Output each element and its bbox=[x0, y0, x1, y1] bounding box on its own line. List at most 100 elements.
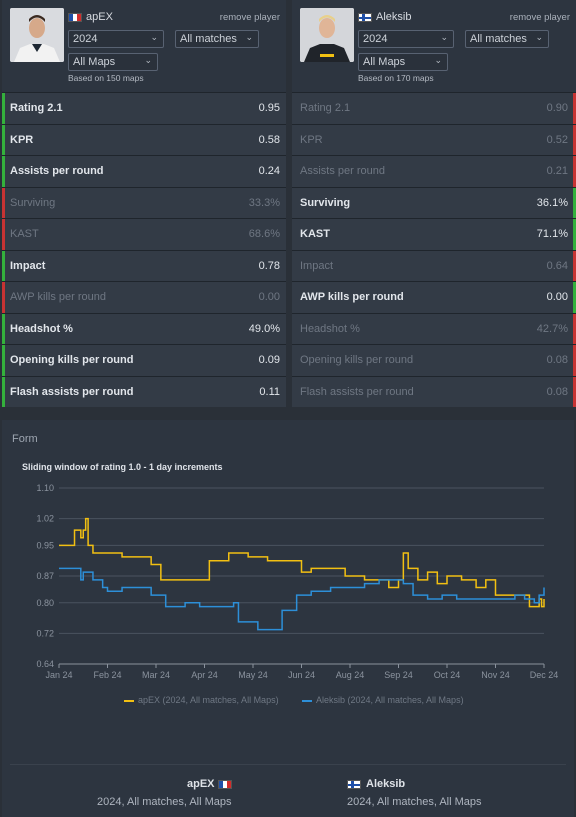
stat-label: Impact bbox=[300, 259, 334, 272]
player-name: Aleksib bbox=[376, 11, 412, 23]
stat-row: Opening kills per round 0.08 bbox=[292, 344, 576, 376]
x-tick-label: Mar 24 bbox=[142, 670, 170, 680]
series-line-apex[interactable] bbox=[59, 517, 545, 608]
x-tick-label: Jun 24 bbox=[288, 670, 315, 680]
stat-value: 0.00 bbox=[546, 291, 568, 303]
x-tick-label: Dec 24 bbox=[530, 670, 559, 680]
stat-row: Opening kills per round 0.09 bbox=[2, 344, 286, 376]
maps-select[interactable]: All Maps ⌄ bbox=[358, 53, 448, 71]
stat-label: AWP kills per round bbox=[300, 291, 404, 303]
y-tick-label: 1.02 bbox=[36, 514, 54, 524]
stat-value: 0.52 bbox=[546, 133, 568, 146]
stat-value: 0.58 bbox=[258, 133, 280, 146]
stat-label: Assists per round bbox=[300, 165, 385, 177]
worse-indicator bbox=[573, 313, 576, 344]
worse-indicator bbox=[2, 282, 5, 313]
player-avatar bbox=[300, 8, 354, 62]
stat-label: Rating 2.1 bbox=[300, 102, 351, 114]
chevron-down-icon: ⌄ bbox=[440, 32, 448, 42]
france-flag-icon bbox=[68, 13, 82, 22]
x-tick-label: Feb 24 bbox=[93, 670, 121, 680]
worse-indicator bbox=[573, 376, 576, 407]
worse-indicator bbox=[573, 156, 576, 187]
player-panel-apex: apEX remove player 2024 ⌄ All matches ⌄ Al… bbox=[2, 0, 286, 407]
stat-value: 0.08 bbox=[546, 385, 568, 398]
stat-value: 33.3% bbox=[248, 196, 280, 209]
stat-label: KPR bbox=[300, 133, 323, 146]
better-indicator bbox=[2, 313, 5, 344]
maps-select[interactable]: All Maps ⌄ bbox=[68, 53, 158, 71]
stat-row: Rating 2.1 0.90 bbox=[292, 92, 576, 124]
stat-value: 49.0% bbox=[248, 322, 280, 335]
worse-indicator bbox=[2, 219, 5, 250]
stat-label: Impact bbox=[10, 259, 46, 272]
chevron-down-icon: ⌄ bbox=[245, 32, 253, 42]
form-section: Form Sliding window of rating 1.0 - 1 da… bbox=[2, 420, 574, 817]
stat-row: Headshot % 42.7% bbox=[292, 312, 576, 344]
better-indicator bbox=[2, 93, 5, 124]
maps-count: Based on 170 maps bbox=[358, 73, 434, 83]
y-tick-label: 0.72 bbox=[36, 628, 54, 638]
worse-indicator bbox=[2, 187, 5, 218]
worse-indicator bbox=[573, 250, 576, 281]
matches-select[interactable]: All matches ⌄ bbox=[465, 30, 549, 48]
stat-label: Assists per round bbox=[10, 165, 104, 177]
better-indicator bbox=[2, 345, 5, 376]
stat-row: Impact 0.64 bbox=[292, 249, 576, 281]
stat-row: AWP kills per round 0.00 bbox=[292, 281, 576, 313]
better-indicator bbox=[573, 219, 576, 250]
stat-label: AWP kills per round bbox=[10, 291, 106, 303]
footer-player-name: apEX bbox=[187, 778, 215, 790]
stat-label: Surviving bbox=[300, 196, 351, 209]
stat-label: Opening kills per round bbox=[10, 354, 134, 366]
worse-indicator bbox=[573, 124, 576, 155]
legend-swatch bbox=[124, 699, 134, 702]
stat-value: 68.6% bbox=[248, 228, 280, 240]
stat-label: KPR bbox=[10, 133, 34, 146]
player-photo-icon bbox=[10, 8, 64, 62]
stat-value: 0.11 bbox=[259, 385, 280, 398]
series-line-aleksib[interactable] bbox=[59, 567, 545, 631]
year-select[interactable]: 2024 ⌄ bbox=[68, 30, 164, 48]
better-indicator bbox=[2, 250, 5, 281]
stat-value: 0.64 bbox=[546, 259, 568, 272]
chevron-down-icon: ⌄ bbox=[150, 32, 158, 42]
y-tick-label: 0.64 bbox=[36, 659, 54, 669]
y-tick-label: 0.80 bbox=[36, 598, 54, 608]
stat-row: KAST 68.6% bbox=[2, 218, 286, 250]
x-tick-label: Oct 24 bbox=[434, 670, 461, 680]
stat-row: Impact 0.78 bbox=[2, 249, 286, 281]
stat-value: 36.1% bbox=[536, 196, 568, 209]
legend-item-aleksib[interactable]: Aleksib (2024, All matches, All Maps) bbox=[302, 695, 464, 705]
stat-label: Headshot % bbox=[300, 322, 360, 335]
stats-list: Rating 2.1 0.90 KPR 0.52 Assists per round 0.… bbox=[292, 92, 576, 407]
y-tick-label: 0.87 bbox=[36, 571, 54, 581]
stat-value: 42.7% bbox=[536, 322, 568, 335]
matches-select[interactable]: All matches ⌄ bbox=[175, 30, 259, 48]
form-title: Form bbox=[12, 433, 38, 445]
stat-row: Headshot % 49.0% bbox=[2, 312, 286, 344]
comparison-footer: apEX 2024, All matches, All Maps Aleksib… bbox=[10, 764, 566, 817]
stat-value: 0.95 bbox=[258, 102, 280, 114]
stat-row: AWP kills per round 0.00 bbox=[2, 281, 286, 313]
y-tick-label: 1.10 bbox=[36, 483, 54, 493]
footer-player-name: Aleksib bbox=[366, 778, 406, 790]
year-select[interactable]: 2024 ⌄ bbox=[358, 30, 454, 48]
y-tick-label: 0.95 bbox=[36, 540, 54, 550]
player-header: Aleksib remove player 2024 ⌄ All matches ⌄… bbox=[292, 0, 576, 92]
finland-flag-icon bbox=[358, 13, 372, 22]
better-indicator bbox=[2, 124, 5, 155]
x-tick-label: May 24 bbox=[238, 670, 268, 680]
stat-label: Opening kills per round bbox=[300, 354, 414, 366]
worse-indicator bbox=[573, 93, 576, 124]
stat-value: 71.1% bbox=[536, 228, 568, 240]
stat-row: KPR 0.58 bbox=[2, 123, 286, 155]
footer-player-sub: 2024, All matches, All Maps bbox=[347, 796, 482, 808]
legend-item-apex[interactable]: apEX (2024, All matches, All Maps) bbox=[124, 695, 279, 705]
remove-player-button[interactable]: remove player bbox=[219, 12, 280, 23]
x-tick-label: Nov 24 bbox=[481, 670, 510, 680]
stat-row: KPR 0.52 bbox=[292, 123, 576, 155]
stat-row: Rating 2.1 0.95 bbox=[2, 92, 286, 124]
remove-player-button[interactable]: remove player bbox=[509, 12, 570, 23]
